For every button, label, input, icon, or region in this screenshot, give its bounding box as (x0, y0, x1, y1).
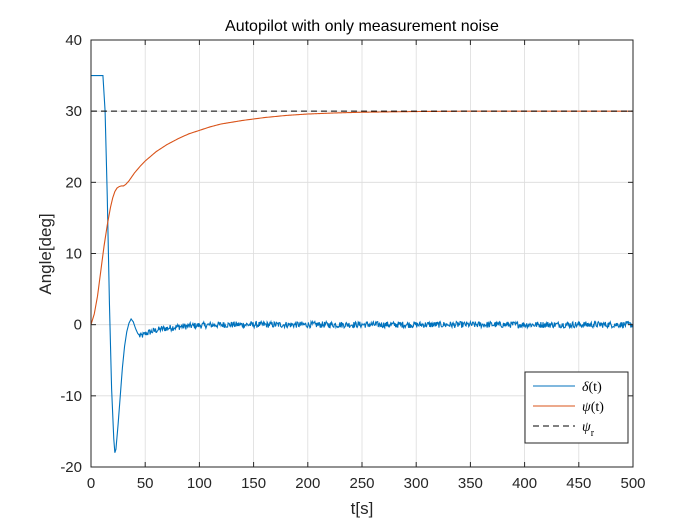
x-tick-label: 100 (187, 475, 212, 492)
x-tick-label: 300 (404, 475, 429, 492)
x-tick-label: 500 (620, 475, 645, 492)
y-tick-label: -10 (60, 388, 82, 405)
y-tick-label: 0 (74, 317, 82, 334)
y-axis-label: Angle[deg] (36, 213, 55, 294)
x-tick-label: 150 (241, 475, 266, 492)
legend-label-2: ψr (582, 420, 595, 439)
x-tick-label: 350 (458, 475, 483, 492)
legend-box (524, 371, 629, 444)
x-tick-label: 250 (349, 475, 374, 492)
legend: δ(t) ψ(t) ψr (524, 371, 629, 444)
x-tick-label: 400 (512, 475, 537, 492)
legend-label-1: ψ(t) (582, 400, 604, 415)
x-tick-label: 0 (87, 475, 95, 492)
y-tick-label: 20 (65, 174, 82, 191)
y-tick-label: 10 (65, 246, 82, 263)
series-line-0 (91, 75, 634, 453)
y-axis: -20 -10 0 10 20 30 40 (60, 32, 633, 476)
x-tick-label: 50 (137, 475, 154, 492)
y-tick-label: 40 (65, 32, 82, 49)
legend-label-0: δ(t) (582, 380, 602, 395)
plot-area (90, 75, 634, 453)
y-tick-label: 30 (65, 103, 82, 120)
x-tick-label: 450 (566, 475, 591, 492)
x-axis: 0 50 100 150 200 250 300 350 400 450 500 (87, 40, 646, 492)
x-axis-label: t[s] (351, 499, 374, 518)
x-tick-label: 200 (295, 475, 320, 492)
y-tick-label: -20 (60, 459, 82, 476)
chart-title: Autopilot with only measurement noise (225, 18, 499, 35)
